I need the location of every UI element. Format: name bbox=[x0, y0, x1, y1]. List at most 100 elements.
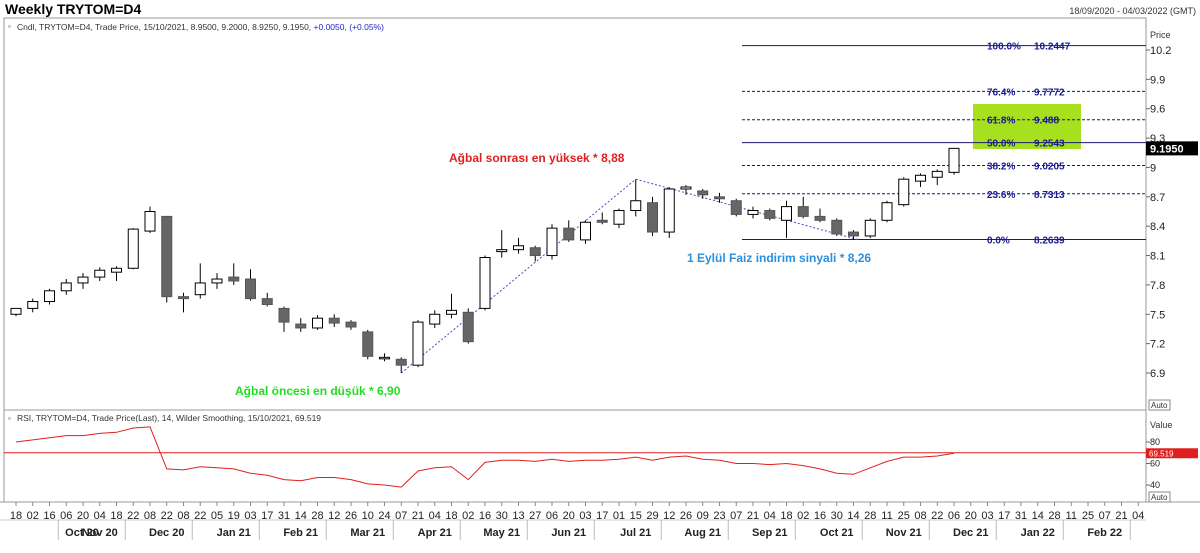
time-tick-label: 28 bbox=[864, 510, 876, 522]
time-axis: 18 02 16 06 20 04 18 22 08 22 08 22 05 19 03 17 31 14 28 12… bbox=[10, 502, 1144, 540]
candle-body bbox=[697, 190, 709, 196]
candle-body bbox=[412, 321, 424, 366]
time-tick-label: 12 bbox=[663, 510, 675, 522]
time-tick-label: 25 bbox=[898, 510, 910, 522]
candle-body bbox=[429, 313, 441, 325]
candle-body bbox=[194, 282, 206, 296]
price-tick-label: 9.9 bbox=[1150, 74, 1165, 86]
time-tick-label: 20 bbox=[563, 510, 575, 522]
candle-body bbox=[328, 317, 340, 324]
time-tick-label: 18 bbox=[110, 510, 122, 522]
price-info: Cndl, TRYTOM=D4, Trade Price, 15/10/2021… bbox=[17, 22, 384, 32]
time-tick-label: 14 bbox=[295, 510, 307, 522]
candle-body bbox=[797, 206, 809, 217]
time-tick-label: 03 bbox=[244, 510, 256, 522]
candle-body bbox=[295, 323, 307, 329]
rsi-tick-label: 40 bbox=[1150, 480, 1160, 490]
time-tick-label: 27 bbox=[529, 510, 541, 522]
time-tick-label: 30 bbox=[831, 510, 843, 522]
fib-percent-label: 23.6% bbox=[987, 190, 1015, 201]
rsi-auto-label: Auto bbox=[1151, 493, 1168, 502]
price-auto-label: Auto bbox=[1151, 401, 1168, 410]
month-label: May 21 bbox=[483, 527, 520, 539]
candle-body bbox=[848, 231, 859, 237]
annotation-signal: 1 Eylül Faiz indirim sinyali * 8,26 bbox=[687, 251, 871, 265]
time-tick-label: 04 bbox=[764, 510, 776, 522]
price-tick-label: 8.4 bbox=[1150, 221, 1165, 233]
time-tick-label: 08 bbox=[177, 510, 189, 522]
time-tick-label: 06 bbox=[948, 510, 960, 522]
candle-body bbox=[563, 227, 575, 241]
time-tick-label: 08 bbox=[914, 510, 926, 522]
fibonacci-levels: 100.0% 10.2447 76.4% 9.7772 61.8% 9.488 50.0% 9… bbox=[742, 42, 1146, 247]
candle-body bbox=[747, 210, 759, 215]
last-rsi-label: 69.519 bbox=[1149, 449, 1174, 458]
time-tick-label: 03 bbox=[981, 510, 993, 522]
time-tick-label: 24 bbox=[378, 510, 390, 522]
time-tick-label: 19 bbox=[228, 510, 240, 522]
month-label: Dec 21 bbox=[953, 527, 988, 539]
time-tick-label: 17 bbox=[261, 510, 273, 522]
price-auto-button[interactable] bbox=[1148, 399, 1171, 411]
month-label: Nov 21 bbox=[886, 527, 922, 539]
candle-body bbox=[77, 276, 89, 284]
time-tick-label: 06 bbox=[60, 510, 72, 522]
candle-body bbox=[345, 321, 357, 328]
candle-body bbox=[781, 206, 792, 221]
price-tick-label: 7.2 bbox=[1150, 339, 1165, 351]
time-tick-label: 20 bbox=[965, 510, 977, 522]
candle-body bbox=[10, 307, 22, 315]
time-tick-label: 06 bbox=[546, 510, 558, 522]
time-tick-label: 22 bbox=[127, 510, 139, 522]
rsi-auto-button[interactable] bbox=[1148, 491, 1171, 503]
time-tick-label: 20 bbox=[77, 510, 89, 522]
time-tick-label: 02 bbox=[462, 510, 474, 522]
candle-series bbox=[10, 147, 960, 373]
time-tick-label: 31 bbox=[1015, 510, 1027, 522]
candle-body bbox=[379, 356, 390, 360]
candle-body bbox=[446, 309, 457, 315]
time-tick-label: 02 bbox=[797, 510, 809, 522]
candle-body bbox=[898, 178, 910, 206]
price-panel[interactable] bbox=[3, 17, 1147, 411]
annotation-low: Ağbal öncesi en düşük * 6,90 bbox=[235, 384, 401, 398]
time-tick-label: 15 bbox=[630, 510, 642, 522]
last-rsi-box bbox=[1146, 448, 1198, 459]
time-tick-label: 11 bbox=[1066, 510, 1077, 522]
fib-percent-label: 76.4% bbox=[987, 87, 1015, 98]
time-tick-label: 25 bbox=[1082, 510, 1094, 522]
price-tick-label: 10.2 bbox=[1150, 45, 1171, 57]
time-tick-label: 31 bbox=[278, 510, 290, 522]
month-label: Oct 21 bbox=[820, 527, 854, 539]
candle-body bbox=[596, 219, 608, 223]
time-tick-label: 07 bbox=[1099, 510, 1111, 522]
rsi-panel[interactable] bbox=[3, 409, 1147, 503]
month-label: Apr 21 bbox=[418, 527, 452, 539]
candle-body bbox=[513, 245, 524, 251]
time-tick-label: 16 bbox=[479, 510, 491, 522]
price-tick-label: 9.6 bbox=[1150, 104, 1165, 116]
month-label: Jul 21 bbox=[620, 527, 651, 539]
rsi-series bbox=[4, 426, 1146, 488]
candle-body bbox=[462, 311, 474, 343]
candle-body bbox=[881, 202, 893, 221]
fib-percent-label: 38.2% bbox=[987, 161, 1015, 172]
candle-body bbox=[864, 219, 876, 237]
price-tick-label: 7.5 bbox=[1150, 309, 1165, 321]
rsi-axis: 40 60 80 bbox=[1146, 437, 1160, 490]
time-tick-label: 04 bbox=[429, 510, 441, 522]
time-tick-label: 16 bbox=[814, 510, 826, 522]
price-info-icon: ▫ bbox=[8, 21, 11, 31]
candle-body bbox=[245, 278, 256, 300]
rsi-line bbox=[15, 426, 955, 488]
time-tick-label: 11 bbox=[881, 510, 892, 522]
time-tick-label: 16 bbox=[43, 510, 55, 522]
trend-line-up bbox=[400, 178, 637, 374]
time-tick-label: 29 bbox=[646, 510, 658, 522]
candle-body bbox=[362, 331, 374, 357]
rsi-info-icon: ▫ bbox=[8, 413, 11, 423]
time-tick-label: 21 bbox=[1115, 510, 1127, 522]
candle-body bbox=[111, 267, 122, 273]
candle-body bbox=[228, 276, 240, 282]
